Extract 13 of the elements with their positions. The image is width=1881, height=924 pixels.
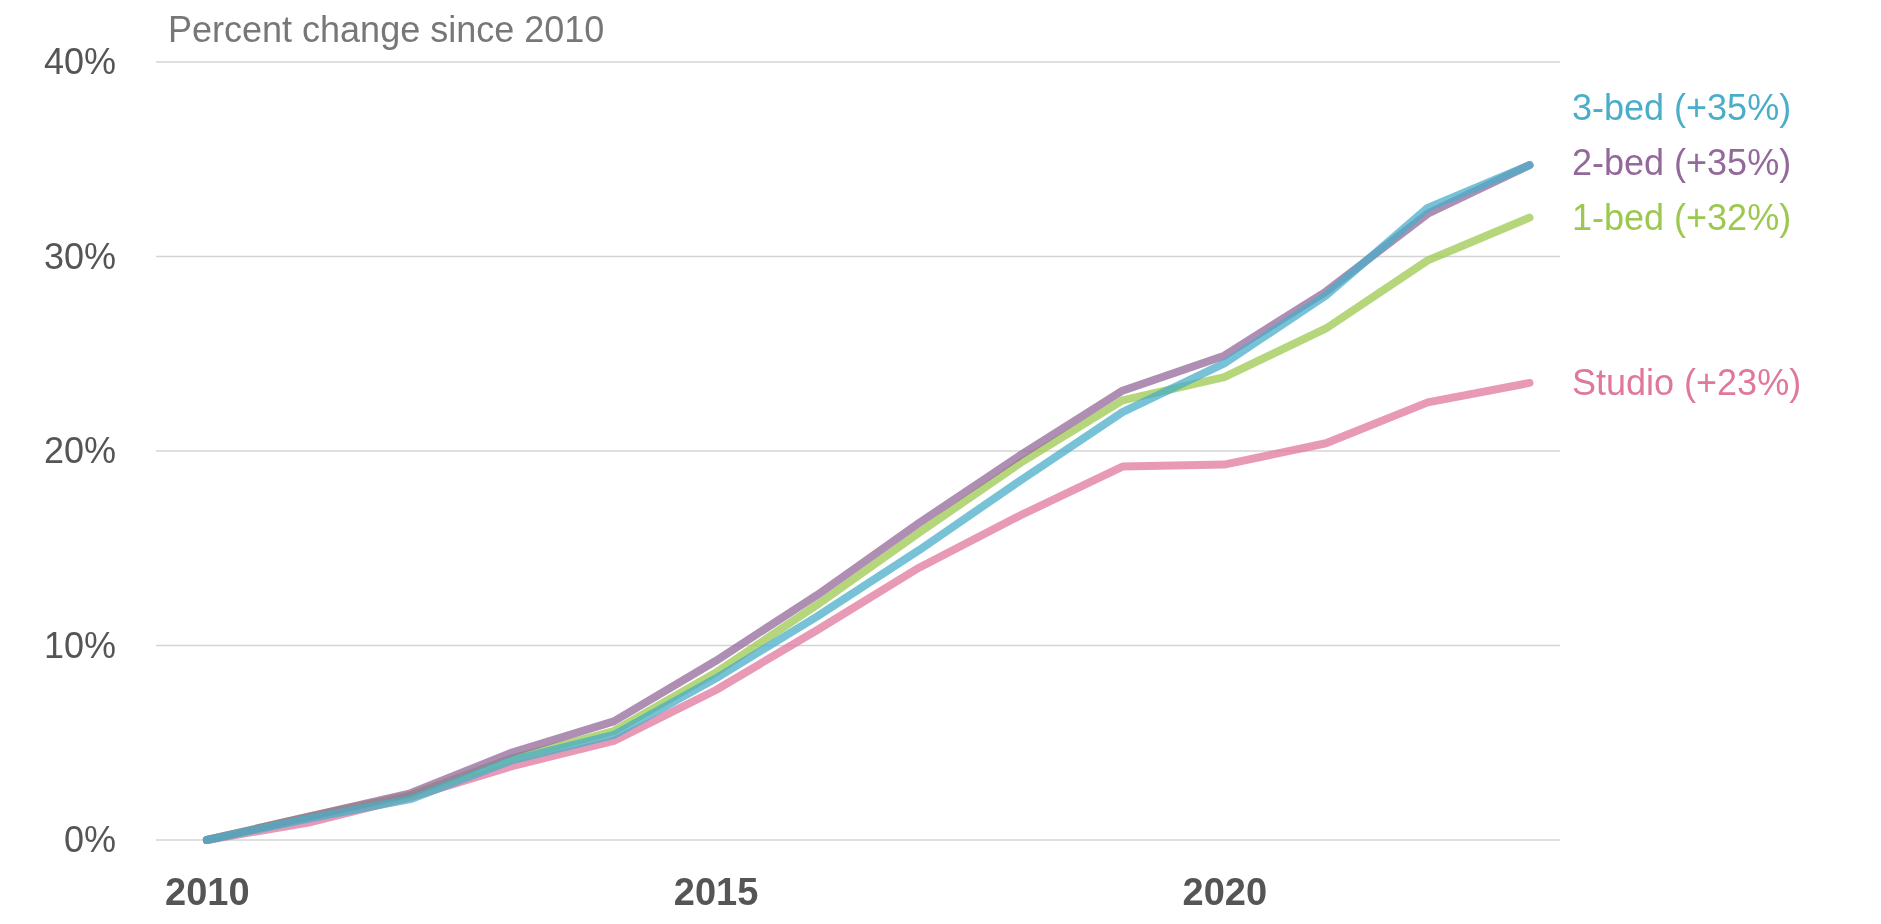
y-tick-label: 20%: [43, 430, 116, 472]
chart-title: Percent change since 2010: [168, 9, 605, 50]
series-label: 3-bed (+35%): [1572, 86, 1792, 128]
y-tick-label: 30%: [43, 235, 116, 277]
x-tick-label: 2010: [165, 870, 250, 913]
series-label: 2-bed (+35%): [1572, 141, 1792, 183]
y-tick-label: 40%: [43, 41, 116, 83]
x-tick-label: 2020: [1182, 870, 1268, 913]
y-tick-label: 10%: [43, 624, 116, 666]
y-tick-label: 0%: [63, 819, 116, 861]
series-label: Studio (+23%): [1572, 361, 1802, 403]
series-label: 1-bed (+32%): [1572, 196, 1792, 238]
x-tick-label: 2015: [673, 870, 759, 913]
